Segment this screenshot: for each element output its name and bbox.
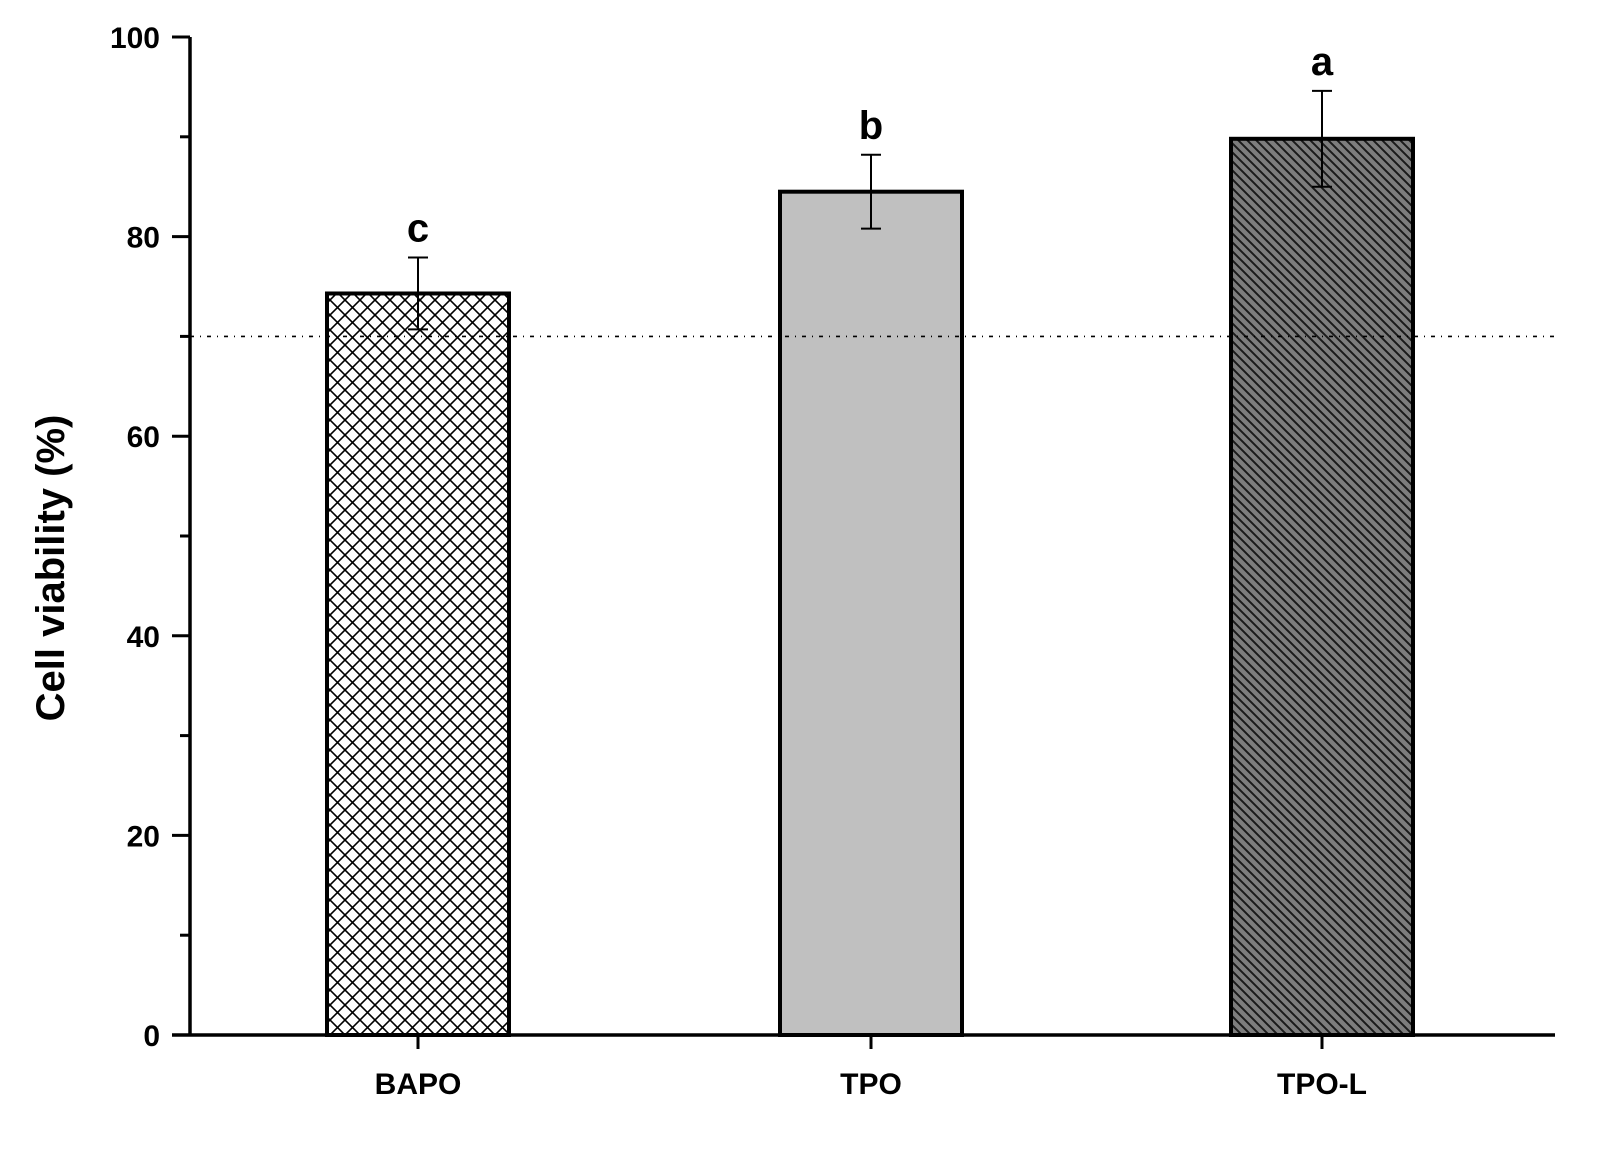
y-tick-label: 100 — [110, 22, 160, 55]
significance-label-tpo-l: a — [1311, 40, 1334, 84]
error-bar-tpo-l — [1312, 89, 1332, 188]
x-tick-label: TPO-L — [1277, 1068, 1367, 1101]
error-bar-bapo — [408, 256, 428, 331]
error-bar-tpo — [861, 153, 881, 230]
y-tick-label: 60 — [127, 421, 160, 454]
bars-layer — [325, 136, 1415, 1037]
y-tick-label: 80 — [127, 222, 160, 255]
bar-tpo-l — [1229, 136, 1415, 1037]
y-tick-label: 0 — [143, 1020, 160, 1053]
y-tick-label: 40 — [127, 621, 160, 654]
x-tick-label: TPO — [840, 1068, 902, 1101]
labels-layer: c b a 0 20 40 60 80 100 BAPO TPO TPO-L — [110, 22, 1367, 1101]
significance-label-tpo: b — [859, 104, 883, 148]
y-tick-label: 20 — [127, 820, 160, 853]
bar-bapo — [325, 291, 511, 1037]
x-tick-label: BAPO — [375, 1068, 462, 1101]
significance-label-bapo: c — [407, 207, 429, 251]
axes-layer — [172, 35, 1555, 1049]
error-bars-layer — [408, 89, 1332, 331]
bar-tpo — [778, 189, 964, 1037]
y-axis-title: Cell viability (%) — [29, 415, 73, 722]
